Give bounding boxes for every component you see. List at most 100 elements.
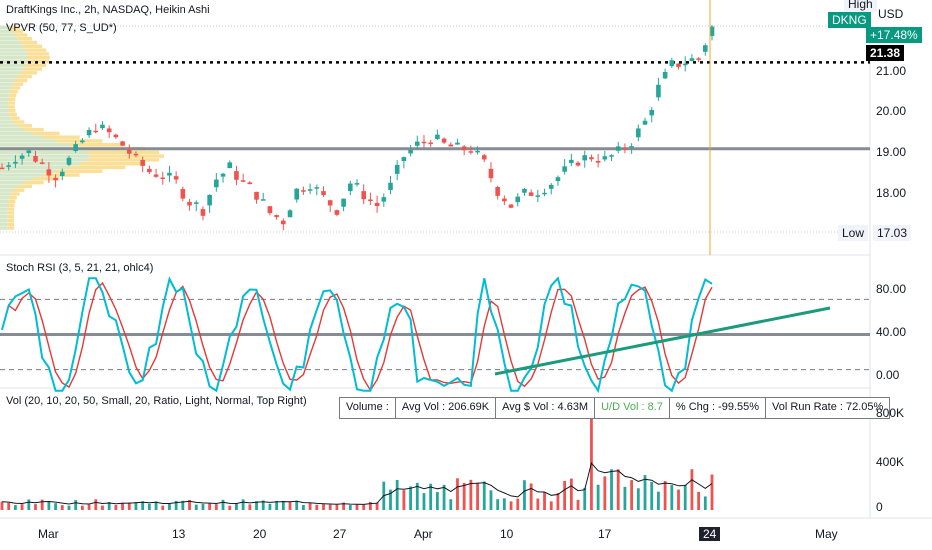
xaxis-20: 20 [253, 527, 267, 541]
xaxis-mar: Mar [38, 527, 59, 541]
price-tick-19: 19.00 [876, 145, 907, 159]
vol-stat-change: % Chg : -99.55% [670, 398, 767, 418]
candle-body [120, 141, 125, 146]
volume-bar [94, 499, 98, 510]
volume-bar [442, 484, 446, 510]
vpvr-bar-up [0, 150, 88, 155]
candle-body [334, 210, 340, 215]
vpvr-bar-down [20, 71, 38, 75]
volume-stats-table: Volume : Avg Vol : 206.69K Avg $ Vol : 4… [339, 397, 891, 419]
candle-body [314, 187, 320, 189]
volume-bar [402, 490, 406, 510]
candle-body [555, 177, 561, 182]
vpvr-bar-down [13, 120, 25, 124]
vpvr-bar-up [0, 173, 44, 177]
candle-body [669, 60, 675, 67]
volume-bar [636, 488, 640, 510]
volume-bar [20, 504, 24, 510]
vpvr-bar-up [0, 177, 33, 181]
candle-body [421, 141, 427, 144]
candle-body [33, 156, 38, 162]
volume-bar [0, 501, 4, 510]
vpvr-bar-up [0, 180, 25, 185]
candle-body [26, 150, 32, 153]
volume-bar [281, 500, 285, 510]
vpvr-bar-down [7, 222, 15, 226]
volume-bar [7, 502, 11, 510]
vpvr-bar-up [0, 124, 18, 128]
candle-body [461, 146, 467, 151]
volume-bar [154, 501, 158, 510]
vpvr-bar-up [0, 143, 69, 147]
vpvr-bar-up [0, 165, 69, 170]
volume-bar [322, 504, 325, 510]
vpvr-bar-down [24, 180, 44, 185]
vpvr-bar-up [0, 211, 8, 215]
volume-bar [670, 485, 674, 510]
volume-bar [335, 504, 339, 510]
candle-body [234, 171, 239, 180]
volume-bar [543, 492, 546, 510]
candle-body [126, 149, 132, 154]
candle-body [59, 171, 65, 177]
candle-body [321, 191, 326, 196]
candle-body [66, 157, 72, 165]
volume-bar [389, 489, 392, 510]
candle-body [408, 149, 413, 154]
volume-bar [502, 498, 506, 510]
candle-body [368, 199, 373, 202]
candle-body [582, 155, 588, 161]
volume-bar [435, 492, 439, 510]
vpvr-bar-down [12, 29, 24, 33]
vpvr-bar-up [0, 139, 57, 143]
volume-bar [228, 505, 232, 510]
candle-body [388, 182, 393, 190]
vpvr-bar-down [56, 139, 103, 143]
candle-body [448, 144, 454, 147]
vpvr-bar-up [0, 214, 8, 219]
volume-bar [482, 481, 486, 510]
volume-bar [308, 502, 312, 510]
volume-bar [27, 499, 31, 510]
candle-body [73, 144, 78, 151]
volume-bar [395, 480, 399, 510]
symbol-badge: DKNG [828, 12, 871, 28]
stoch-tick-80: 80.00 [876, 282, 907, 296]
vol-tick-0: 0 [876, 500, 883, 514]
candle-body [394, 164, 400, 174]
vpvr-bar-down [90, 154, 164, 158]
volume-bar [650, 482, 654, 510]
vpvr-bar-up [0, 40, 21, 45]
volume-bar [302, 504, 305, 510]
volume-bar [368, 501, 372, 510]
candle-body [414, 141, 420, 146]
candle-body [696, 58, 701, 60]
vpvr-bar-up [0, 101, 9, 105]
candle-body [542, 192, 547, 195]
candle-body [274, 215, 279, 218]
candle-body [508, 204, 514, 208]
volume-ma-line [1, 462, 713, 505]
volume-bar [556, 493, 560, 510]
vpvr-bar-down [12, 82, 24, 86]
candle-body [93, 130, 99, 133]
volume-bar [643, 475, 647, 510]
candle-body [187, 202, 192, 206]
vpvr-bar-down [17, 184, 33, 189]
candle-body [428, 142, 433, 145]
candle-body [106, 128, 112, 133]
volume-bar [616, 469, 620, 510]
volume-bar [375, 502, 379, 510]
stoch-d-line [1, 281, 713, 392]
volume-bar [201, 503, 205, 510]
vpvr-bar-down [25, 63, 47, 67]
vpvr-bar-down [7, 226, 15, 230]
volume-bar [80, 505, 84, 510]
vpvr-bar-up [0, 55, 28, 60]
volume-bar [596, 484, 600, 510]
volume-bar [161, 505, 165, 510]
volume-bar [328, 504, 332, 510]
volume-bar [569, 478, 573, 510]
candle-body [682, 63, 688, 66]
